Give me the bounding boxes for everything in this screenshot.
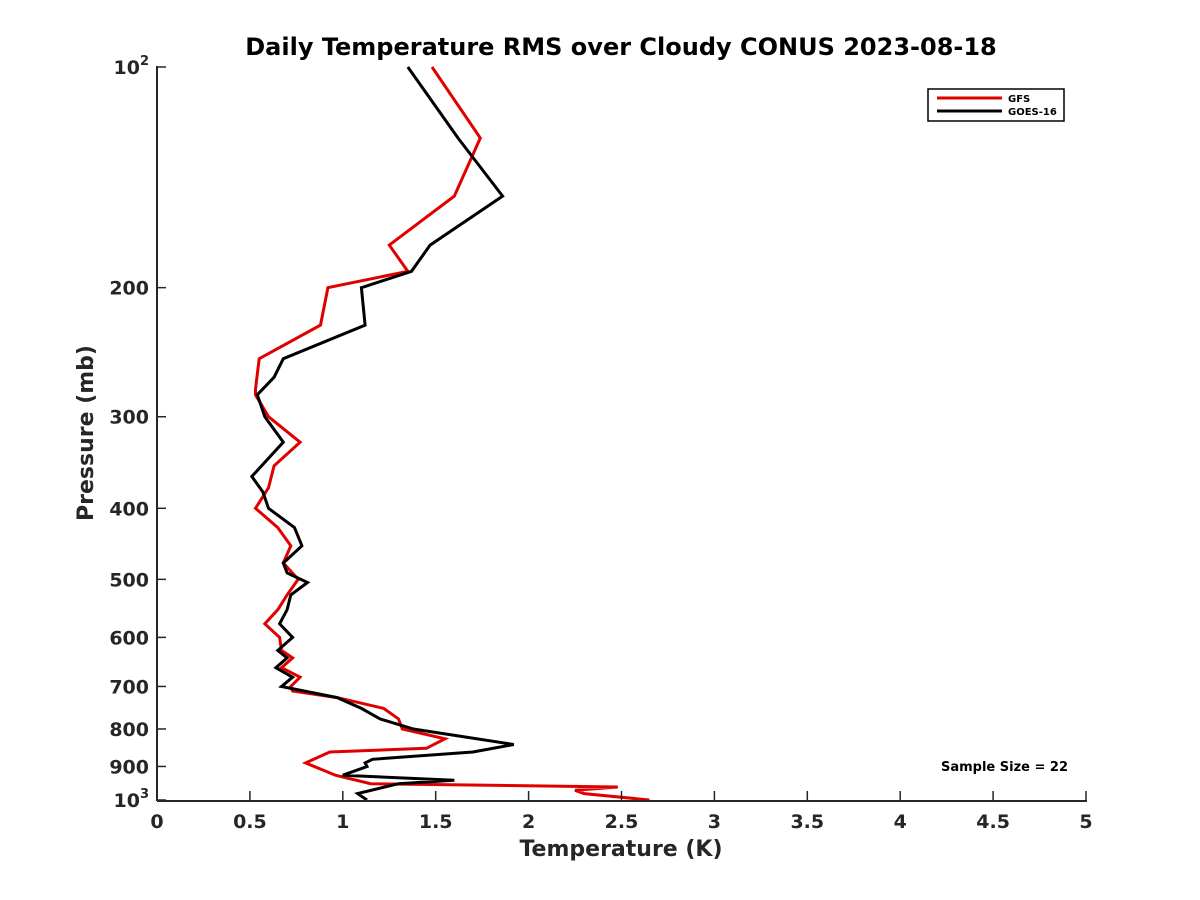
chart-title: Daily Temperature RMS over Cloudy CONUS … [245,33,997,61]
y-tick-label: 400 [109,498,149,520]
x-tick-label: 3 [708,811,721,833]
x-tick-label: 2 [522,811,535,833]
y-tick-label: 700 [109,676,149,698]
y-tick-label: 500 [109,569,149,591]
series-line-gfs [253,66,650,802]
sample-size-annotation: Sample Size = 22 [941,760,1068,775]
x-tick-label: 1 [336,811,349,833]
y-tick-label: 200 [109,278,149,300]
legend-box [927,88,1065,122]
legend-label-gfs: GFS [1008,94,1030,105]
y-tick-label: 103 [114,787,150,812]
x-tick-label: 5 [1079,811,1092,833]
x-tick-label: 4 [894,811,907,833]
x-axis-ticks: 0 0.5 1 1.5 2 2.5 3 3.5 4 4.5 5 [150,791,1093,833]
x-tick-label: 4.5 [976,811,1010,833]
legend-label-goes-16: GOES-16 [1008,107,1057,118]
x-tick-label: 2.5 [605,811,639,833]
series-line-goes-16 [249,66,514,802]
x-tick-label: 0 [150,811,163,833]
series-layer [249,66,650,802]
x-tick-label: 0.5 [233,811,267,833]
x-axis-label: Temperature (K) [519,837,722,862]
x-tick-label: 3.5 [790,811,824,833]
y-tick-label: 300 [109,407,149,429]
y-tick-label: 800 [109,719,149,741]
y-axis-label: Pressure (mb) [74,345,99,521]
y-tick-label: 900 [109,756,149,778]
legend: GFS GOES-16 [927,88,1065,122]
y-tick-label: 600 [109,627,149,649]
x-tick-label: 1.5 [419,811,453,833]
